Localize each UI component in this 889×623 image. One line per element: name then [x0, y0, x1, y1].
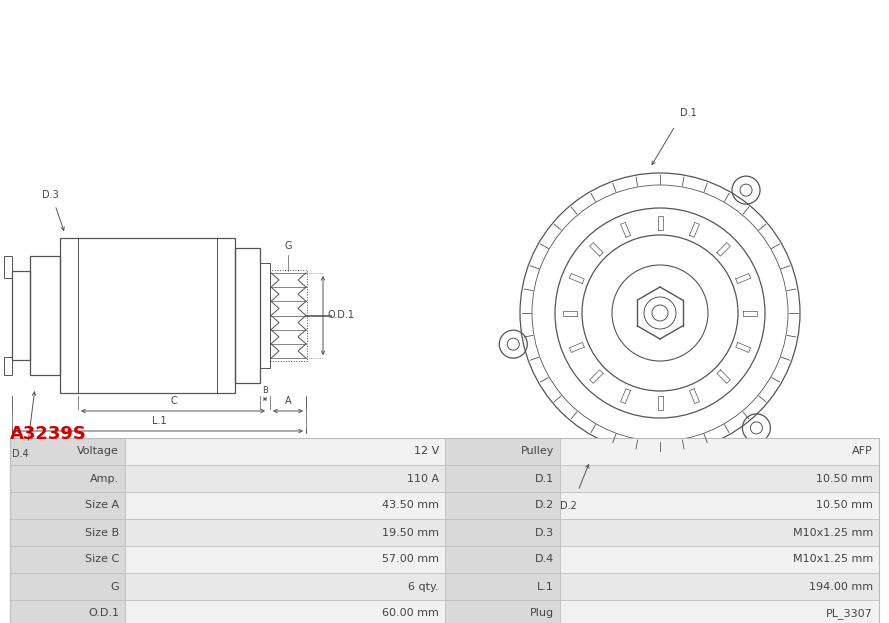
- Text: D.3: D.3: [42, 190, 59, 200]
- Bar: [445, 600, 560, 623]
- Text: 10.50 mm: 10.50 mm: [816, 500, 873, 510]
- Text: G: G: [110, 581, 119, 591]
- Text: Size C: Size C: [84, 554, 119, 564]
- Bar: [560, 438, 879, 465]
- Bar: [560, 546, 879, 573]
- Text: A: A: [284, 396, 292, 406]
- Text: D.1: D.1: [535, 473, 554, 483]
- Text: Voltage: Voltage: [77, 447, 119, 457]
- Text: 194.00 mm: 194.00 mm: [809, 581, 873, 591]
- Bar: [10, 465, 125, 492]
- Text: PL_3307: PL_3307: [826, 608, 873, 619]
- Bar: [560, 492, 879, 519]
- Text: D.2: D.2: [535, 500, 554, 510]
- Bar: [10, 573, 125, 600]
- Text: Plug: Plug: [530, 609, 554, 619]
- Text: G: G: [284, 241, 292, 251]
- Bar: [10, 492, 125, 519]
- Bar: [125, 465, 445, 492]
- Text: Size B: Size B: [84, 528, 119, 538]
- Text: D.2: D.2: [560, 501, 577, 511]
- Text: O.D.1: O.D.1: [327, 310, 354, 320]
- Bar: [125, 573, 445, 600]
- Bar: [125, 438, 445, 465]
- Bar: [10, 600, 125, 623]
- Text: 12 V: 12 V: [413, 447, 439, 457]
- Text: 43.50 mm: 43.50 mm: [382, 500, 439, 510]
- Text: Pulley: Pulley: [521, 447, 554, 457]
- Text: L.1: L.1: [152, 416, 166, 426]
- Bar: [125, 492, 445, 519]
- Bar: [60, 238, 235, 393]
- Bar: [270, 270, 307, 361]
- Text: C: C: [171, 396, 178, 406]
- Text: D.4: D.4: [535, 554, 554, 564]
- Text: D.1: D.1: [680, 108, 697, 118]
- Bar: [4, 256, 12, 278]
- Bar: [445, 519, 560, 546]
- Text: A3239S: A3239S: [10, 425, 87, 443]
- Bar: [445, 492, 560, 519]
- Text: 19.50 mm: 19.50 mm: [382, 528, 439, 538]
- Bar: [10, 438, 879, 623]
- Text: M10x1.25 mm: M10x1.25 mm: [793, 528, 873, 538]
- Text: B: B: [262, 386, 268, 395]
- Bar: [235, 248, 260, 383]
- Bar: [560, 519, 879, 546]
- Bar: [4, 357, 12, 375]
- Text: 60.00 mm: 60.00 mm: [382, 609, 439, 619]
- Bar: [10, 546, 125, 573]
- Bar: [445, 438, 560, 465]
- Text: M10x1.25 mm: M10x1.25 mm: [793, 554, 873, 564]
- Text: 110 A: 110 A: [407, 473, 439, 483]
- Bar: [560, 465, 879, 492]
- Bar: [445, 465, 560, 492]
- Bar: [445, 573, 560, 600]
- Bar: [560, 573, 879, 600]
- Bar: [125, 600, 445, 623]
- Bar: [560, 600, 879, 623]
- Bar: [10, 438, 125, 465]
- Bar: [125, 519, 445, 546]
- Text: 6 qty.: 6 qty.: [408, 581, 439, 591]
- Text: L.1: L.1: [537, 581, 554, 591]
- Text: O.D.1: O.D.1: [88, 609, 119, 619]
- Text: D.4: D.4: [12, 449, 28, 459]
- Bar: [445, 546, 560, 573]
- Bar: [260, 263, 270, 368]
- Bar: [30, 256, 60, 375]
- Text: 57.00 mm: 57.00 mm: [382, 554, 439, 564]
- Bar: [12, 271, 30, 360]
- Bar: [125, 546, 445, 573]
- Text: Amp.: Amp.: [90, 473, 119, 483]
- Text: Size A: Size A: [84, 500, 119, 510]
- Text: 10.50 mm: 10.50 mm: [816, 473, 873, 483]
- Bar: [10, 519, 125, 546]
- Text: AFP: AFP: [853, 447, 873, 457]
- Text: D.3: D.3: [535, 528, 554, 538]
